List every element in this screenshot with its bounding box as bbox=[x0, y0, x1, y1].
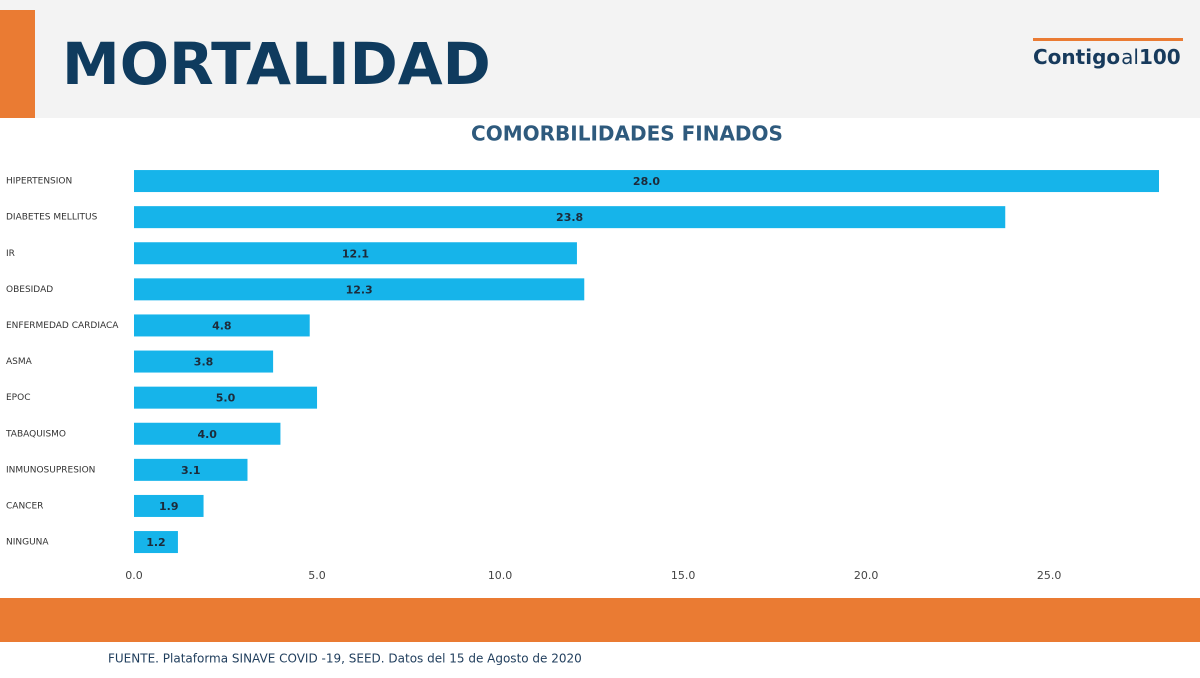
y-tick-label: OBESIDAD bbox=[6, 285, 53, 295]
bar bbox=[134, 458, 248, 481]
x-tick-label: 20.0 bbox=[854, 569, 879, 582]
value-label: 12.3 bbox=[346, 283, 373, 296]
bar bbox=[134, 170, 1159, 193]
chart-title: COMORBILIDADES FINADOS bbox=[471, 122, 783, 146]
logo-part: 100 bbox=[1139, 45, 1181, 69]
bar bbox=[134, 531, 178, 554]
x-tick-label: 5.0 bbox=[308, 569, 326, 582]
value-label: 28.0 bbox=[633, 175, 660, 188]
bar bbox=[134, 278, 585, 301]
value-label: 23.8 bbox=[556, 211, 583, 224]
x-tick-label: 25.0 bbox=[1037, 569, 1062, 582]
y-tick-label: DIABETES MELLITUS bbox=[6, 213, 98, 223]
x-tick-label: 10.0 bbox=[488, 569, 513, 582]
value-label: 1.2 bbox=[146, 536, 166, 549]
y-tick-label: CANCER bbox=[6, 501, 43, 511]
y-tick-label: TABAQUISMO bbox=[5, 429, 66, 439]
value-label: 3.8 bbox=[194, 356, 214, 369]
y-tick-label: EPOC bbox=[6, 393, 30, 403]
logo: Contigoal100 bbox=[1033, 45, 1181, 69]
logo-part: al bbox=[1121, 45, 1139, 69]
header-accent bbox=[0, 10, 35, 118]
bar bbox=[134, 494, 204, 517]
source-note: FUENTE. Plataforma SINAVE COVID -19, SEE… bbox=[108, 652, 582, 666]
header-band bbox=[0, 0, 1200, 118]
y-tick-label: IR bbox=[6, 249, 15, 259]
bar bbox=[134, 350, 274, 373]
value-label: 3.1 bbox=[181, 464, 201, 477]
header-title: MORTALIDAD bbox=[62, 30, 491, 98]
y-tick-label: INMUNOSUPRESION bbox=[6, 465, 95, 475]
value-label: 1.9 bbox=[159, 500, 179, 513]
y-tick-label: ENFERMEDAD CARDIACA bbox=[6, 321, 119, 331]
value-label: 12.1 bbox=[342, 247, 369, 260]
x-tick-label: 0.0 bbox=[125, 569, 143, 582]
y-tick-label: NINGUNA bbox=[6, 538, 49, 548]
logo-part: Contigo bbox=[1033, 45, 1120, 69]
bar bbox=[134, 206, 1006, 229]
logo-rule bbox=[1033, 38, 1183, 41]
value-label: 5.0 bbox=[216, 392, 236, 405]
y-tick-label: HIPERTENSION bbox=[6, 177, 72, 187]
y-tick-label: ASMA bbox=[6, 357, 33, 367]
bar bbox=[134, 422, 281, 445]
bar bbox=[134, 314, 310, 337]
x-tick-label: 15.0 bbox=[671, 569, 696, 582]
value-label: 4.8 bbox=[212, 319, 232, 332]
footer-band bbox=[0, 598, 1200, 642]
bar bbox=[134, 386, 318, 409]
value-label: 4.0 bbox=[197, 428, 217, 441]
bar bbox=[134, 242, 577, 265]
